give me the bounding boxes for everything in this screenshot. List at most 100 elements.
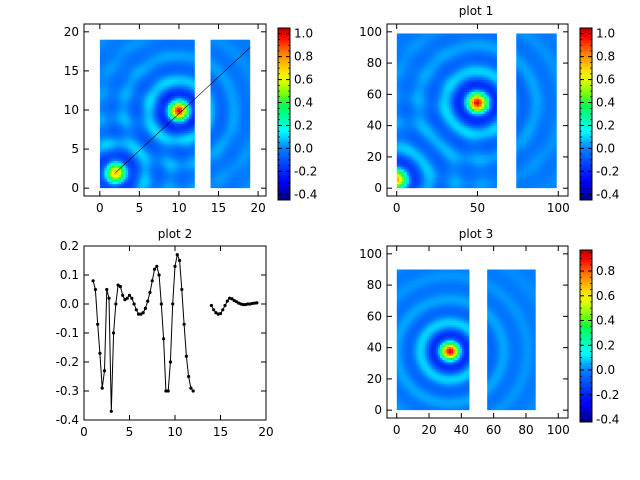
heatmap-cell [401, 98, 405, 102]
heatmap-cell [170, 104, 174, 108]
heatmap-cell [214, 93, 218, 96]
heatmap-cell [221, 116, 225, 120]
heatmap-cell [200, 81, 204, 85]
heatmap-cell [221, 123, 225, 127]
heatmap-cell [158, 158, 162, 161]
heatmap-cell [113, 72, 117, 76]
heatmap-cell [118, 151, 122, 154]
heatmap-cell [191, 65, 195, 69]
heatmap-cell [102, 55, 106, 59]
heatmap-cell [207, 148, 211, 152]
heatmap-cell [231, 146, 235, 150]
heatmap-cell [175, 118, 178, 122]
heatmap-cell [205, 44, 209, 48]
heatmap-cell [236, 95, 240, 99]
heatmap-cell [189, 79, 193, 83]
heatmap-cell [135, 102, 139, 106]
heatmap-cell [104, 151, 108, 154]
heatmap-cell [189, 46, 193, 50]
heatmap-cell [128, 162, 131, 166]
heatmap-cell [109, 109, 113, 113]
x-tick-label: 10 [171, 201, 186, 215]
heatmap-cell [416, 57, 420, 61]
heatmap-cell [243, 65, 247, 69]
heatmap-cell [399, 151, 403, 155]
heatmap-cell [419, 72, 423, 76]
heatmap-cell [231, 111, 235, 115]
heatmap-cell [104, 90, 108, 94]
heatmap-cell [231, 53, 235, 57]
heatmap-cell [156, 167, 160, 171]
heatmap-cell [182, 102, 185, 106]
heatmap-cell [404, 176, 408, 180]
heatmap-cell [160, 183, 164, 187]
heatmap-cell [214, 60, 218, 64]
heatmap-cell [404, 154, 408, 158]
heatmap-cell [409, 72, 413, 76]
heatmap-cell [214, 144, 218, 148]
heatmap-cell [406, 156, 410, 160]
heatmap-cell [123, 178, 127, 182]
heatmap-cell [125, 41, 129, 45]
heatmap-cell [118, 146, 122, 150]
heatmap-cell [120, 65, 124, 69]
heatmap-cell [116, 102, 120, 106]
heatmap-cell [118, 109, 122, 113]
heatmap-cell [151, 132, 155, 136]
heatmap-cell [243, 53, 247, 57]
heatmap-cell [409, 178, 413, 182]
heatmap-cell [198, 60, 202, 64]
heatmap-cell [179, 67, 183, 71]
heatmap-cell [120, 151, 124, 154]
heatmap-cell [221, 60, 225, 64]
heatmap-cell [243, 169, 247, 173]
heatmap-cell [179, 88, 183, 92]
heatmap-cell [198, 120, 202, 124]
heatmap-cell [165, 72, 169, 76]
heatmap-cell [247, 113, 251, 117]
heatmap-cell [236, 123, 240, 127]
heatmap-cell [132, 79, 136, 83]
heatmap-cell [404, 98, 408, 102]
heatmap-cell [104, 81, 108, 85]
heatmap-cell [414, 139, 418, 143]
heatmap-cell [207, 162, 211, 166]
heatmap-cell [186, 109, 190, 113]
heatmap-cell [130, 69, 134, 73]
heatmap-cell [224, 88, 228, 92]
heatmap-cell [200, 48, 204, 52]
heatmap-cell [217, 93, 221, 96]
heatmap-cell [399, 171, 403, 175]
heatmap-cell [245, 164, 249, 168]
heatmap-cell [231, 106, 235, 110]
heatmap-cell [404, 93, 408, 97]
heatmap-cell [151, 137, 155, 141]
heatmap-cell [163, 102, 167, 106]
heatmap-cell [416, 161, 420, 165]
y-tick-label: 60 [367, 87, 382, 101]
heatmap-cell [207, 46, 211, 50]
heatmap-cell [399, 149, 403, 153]
heatmap-cell [120, 185, 124, 189]
heatmap-cell [214, 88, 218, 92]
heatmap-cell [135, 174, 139, 178]
heatmap-cell [170, 155, 174, 159]
heatmap-cell [247, 51, 251, 55]
heatmap-cell [184, 79, 188, 83]
heatmap-cell [149, 72, 153, 76]
heatmap-cell [135, 144, 139, 148]
heatmap-cell [132, 53, 136, 57]
heatmap-cell [198, 118, 202, 122]
heatmap-cell [191, 144, 195, 148]
heatmap-cell [205, 102, 209, 106]
heatmap-cell [163, 48, 167, 52]
heatmap-cell [404, 43, 408, 47]
heatmap-cell [158, 90, 162, 94]
heatmap-cell [421, 137, 425, 141]
heatmap-cell [158, 48, 162, 52]
heatmap-cell [135, 48, 139, 52]
heatmap-cell [424, 79, 428, 83]
heatmap-cell [156, 72, 160, 76]
heatmap-cell [247, 169, 251, 173]
heatmap-cell [128, 48, 131, 52]
